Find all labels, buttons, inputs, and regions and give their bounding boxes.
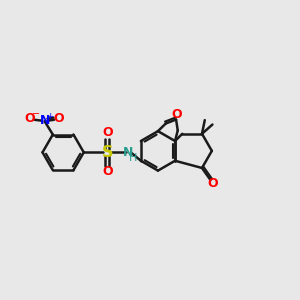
Text: O: O bbox=[53, 112, 64, 125]
Text: N: N bbox=[39, 114, 50, 127]
Text: N: N bbox=[123, 146, 134, 159]
Text: O: O bbox=[24, 112, 34, 125]
Text: +: + bbox=[46, 112, 53, 121]
Text: O: O bbox=[102, 165, 112, 178]
Text: H: H bbox=[129, 153, 137, 163]
Text: S: S bbox=[102, 145, 113, 160]
Text: O: O bbox=[102, 126, 112, 140]
Text: O: O bbox=[171, 108, 182, 121]
Text: −: − bbox=[32, 109, 40, 119]
Text: O: O bbox=[208, 177, 218, 190]
